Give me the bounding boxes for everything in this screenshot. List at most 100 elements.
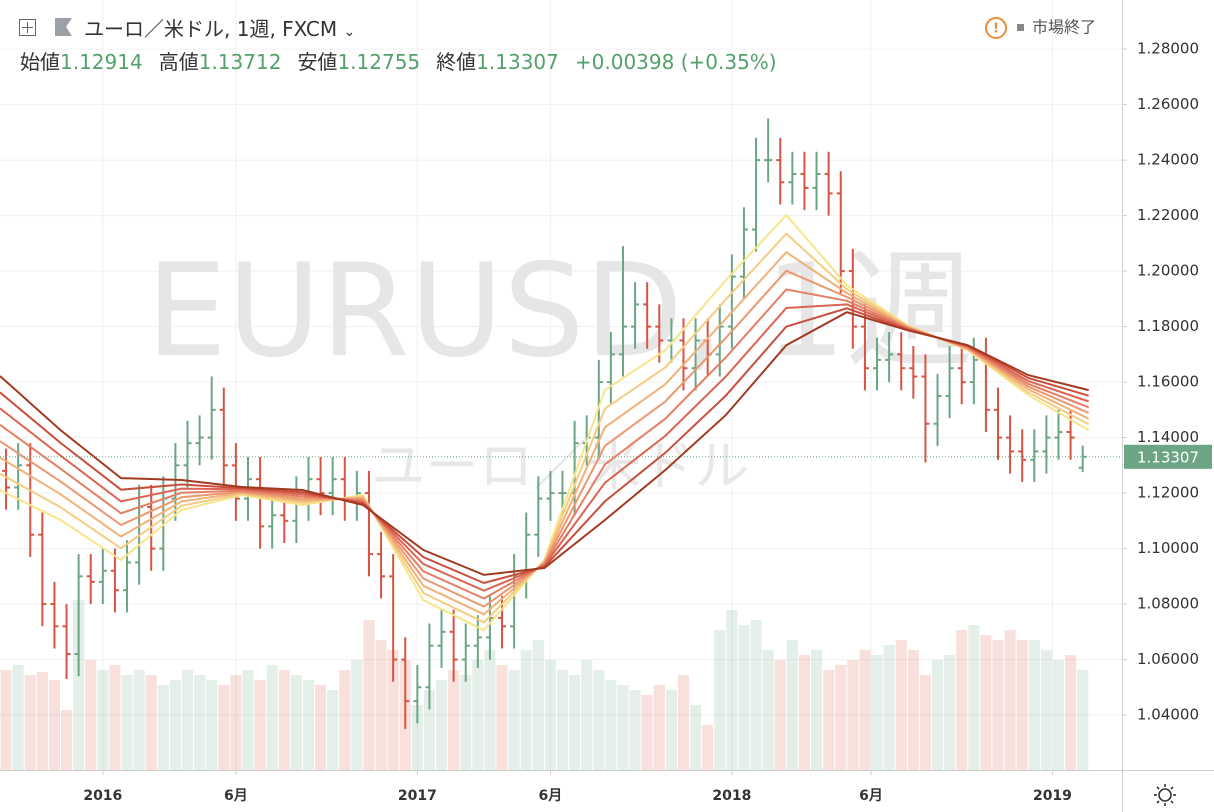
y-tick-label: 1.28000	[1137, 40, 1199, 58]
volume-bar	[702, 725, 714, 770]
volume-bar	[302, 680, 315, 770]
change-value: +0.00398 (+0.35%)	[574, 50, 777, 74]
volume-bar	[0, 670, 12, 770]
volume-bar	[944, 655, 956, 770]
volume-bar	[1016, 640, 1028, 770]
volume-bar	[883, 645, 895, 770]
volume-bar	[24, 675, 36, 770]
volume-bar	[399, 660, 411, 770]
volume-bar	[823, 670, 835, 770]
volume-bar	[605, 680, 617, 770]
y-tick-label: 1.20000	[1137, 262, 1199, 280]
volume-bar	[423, 690, 435, 770]
volume-bar	[629, 690, 641, 770]
y-tick-label: 1.10000	[1137, 539, 1199, 557]
flag-icon	[55, 18, 72, 36]
volume-bar	[484, 650, 496, 770]
volume-bar	[690, 705, 702, 770]
volume-bar	[847, 660, 859, 770]
x-tick-label: 2018	[712, 788, 751, 804]
open-value: 1.12914	[60, 50, 143, 74]
volume-bar	[327, 690, 339, 770]
volume-bar	[859, 650, 871, 770]
volume-bar	[109, 665, 121, 770]
watermark: EURUSD, 1週	[146, 237, 974, 386]
volume-bar	[714, 630, 726, 770]
volume-bar	[157, 685, 169, 770]
volume-bar	[544, 660, 556, 770]
volume-bar	[653, 685, 665, 770]
volume-bar	[411, 705, 423, 770]
volume-bar	[60, 710, 73, 770]
moving-average	[0, 311, 1089, 576]
title-text: ユーロ／米ドル, 1週, FXCM	[84, 17, 338, 41]
volume-bar	[194, 675, 206, 770]
close-value: 1.13307	[476, 50, 559, 74]
volume-bar	[121, 675, 133, 770]
volume-bar	[665, 690, 677, 770]
volume-bar	[641, 695, 653, 770]
volume-bar	[48, 680, 60, 770]
status-dot	[1017, 24, 1024, 31]
alert-icon[interactable]: !	[985, 17, 1007, 39]
volume-layer	[0, 600, 1089, 770]
volume-bar	[363, 620, 375, 770]
volume-bar	[726, 610, 738, 770]
volume-bar	[145, 675, 157, 770]
volume-bar	[278, 670, 290, 770]
volume-bar	[520, 650, 532, 770]
volume-bar	[315, 685, 327, 770]
volume-bar	[460, 675, 472, 770]
volume-bar	[871, 655, 883, 770]
volume-bar	[472, 660, 484, 770]
volume-bar	[169, 680, 181, 770]
x-tick-label: 6月	[539, 788, 563, 804]
volume-bar	[496, 665, 508, 770]
ohlc-legend: 始値1.12914 高値1.13712 安値1.12755 終値1.13307 +0.0…	[20, 46, 793, 75]
volume-bar	[811, 650, 823, 770]
svg-text:!: !	[993, 22, 999, 37]
y-tick-label: 1.06000	[1137, 650, 1199, 668]
volume-bar	[339, 670, 351, 770]
volume-bar	[907, 650, 919, 770]
volume-bar	[895, 640, 907, 770]
volume-bar	[435, 680, 448, 770]
volume-bar	[230, 675, 242, 770]
open-label: 始値	[20, 50, 60, 74]
volume-bar	[569, 675, 581, 770]
volume-bar	[593, 670, 605, 770]
y-tick-label: 1.22000	[1137, 206, 1199, 224]
volume-bar	[786, 640, 798, 770]
volume-bar	[1065, 655, 1077, 770]
volume-bar	[12, 665, 24, 770]
close-label: 終値	[436, 50, 477, 74]
bar-layer	[2, 118, 1087, 729]
volume-bar	[1077, 670, 1089, 770]
symbol-title[interactable]: ユーロ／米ドル, 1週, FXCM ⌄	[84, 17, 356, 41]
volume-bar	[919, 675, 931, 770]
high-label: 高値	[158, 50, 199, 74]
volume-bar	[73, 600, 85, 770]
volume-bar	[750, 620, 762, 770]
volume-bar	[738, 625, 750, 770]
volume-bar	[266, 665, 278, 770]
volume-bar	[1028, 640, 1040, 770]
volume-bar	[351, 660, 363, 770]
x-tick-label: 2019	[1033, 788, 1072, 804]
expand-icon[interactable]	[19, 19, 36, 36]
x-tick-label: 2016	[83, 788, 122, 804]
volume-bar	[508, 670, 520, 770]
y-tick-label: 1.08000	[1137, 595, 1199, 613]
settings-icon[interactable]	[1154, 784, 1176, 806]
volume-bar	[835, 665, 847, 770]
volume-bar	[254, 680, 266, 770]
x-tick-label: 6月	[224, 788, 248, 804]
low-label: 安値	[297, 50, 338, 74]
volume-bar	[206, 680, 218, 770]
volume-bar	[133, 670, 145, 770]
volume-bar	[992, 640, 1004, 770]
volume-bar	[956, 630, 968, 770]
volume-bar	[968, 625, 980, 770]
